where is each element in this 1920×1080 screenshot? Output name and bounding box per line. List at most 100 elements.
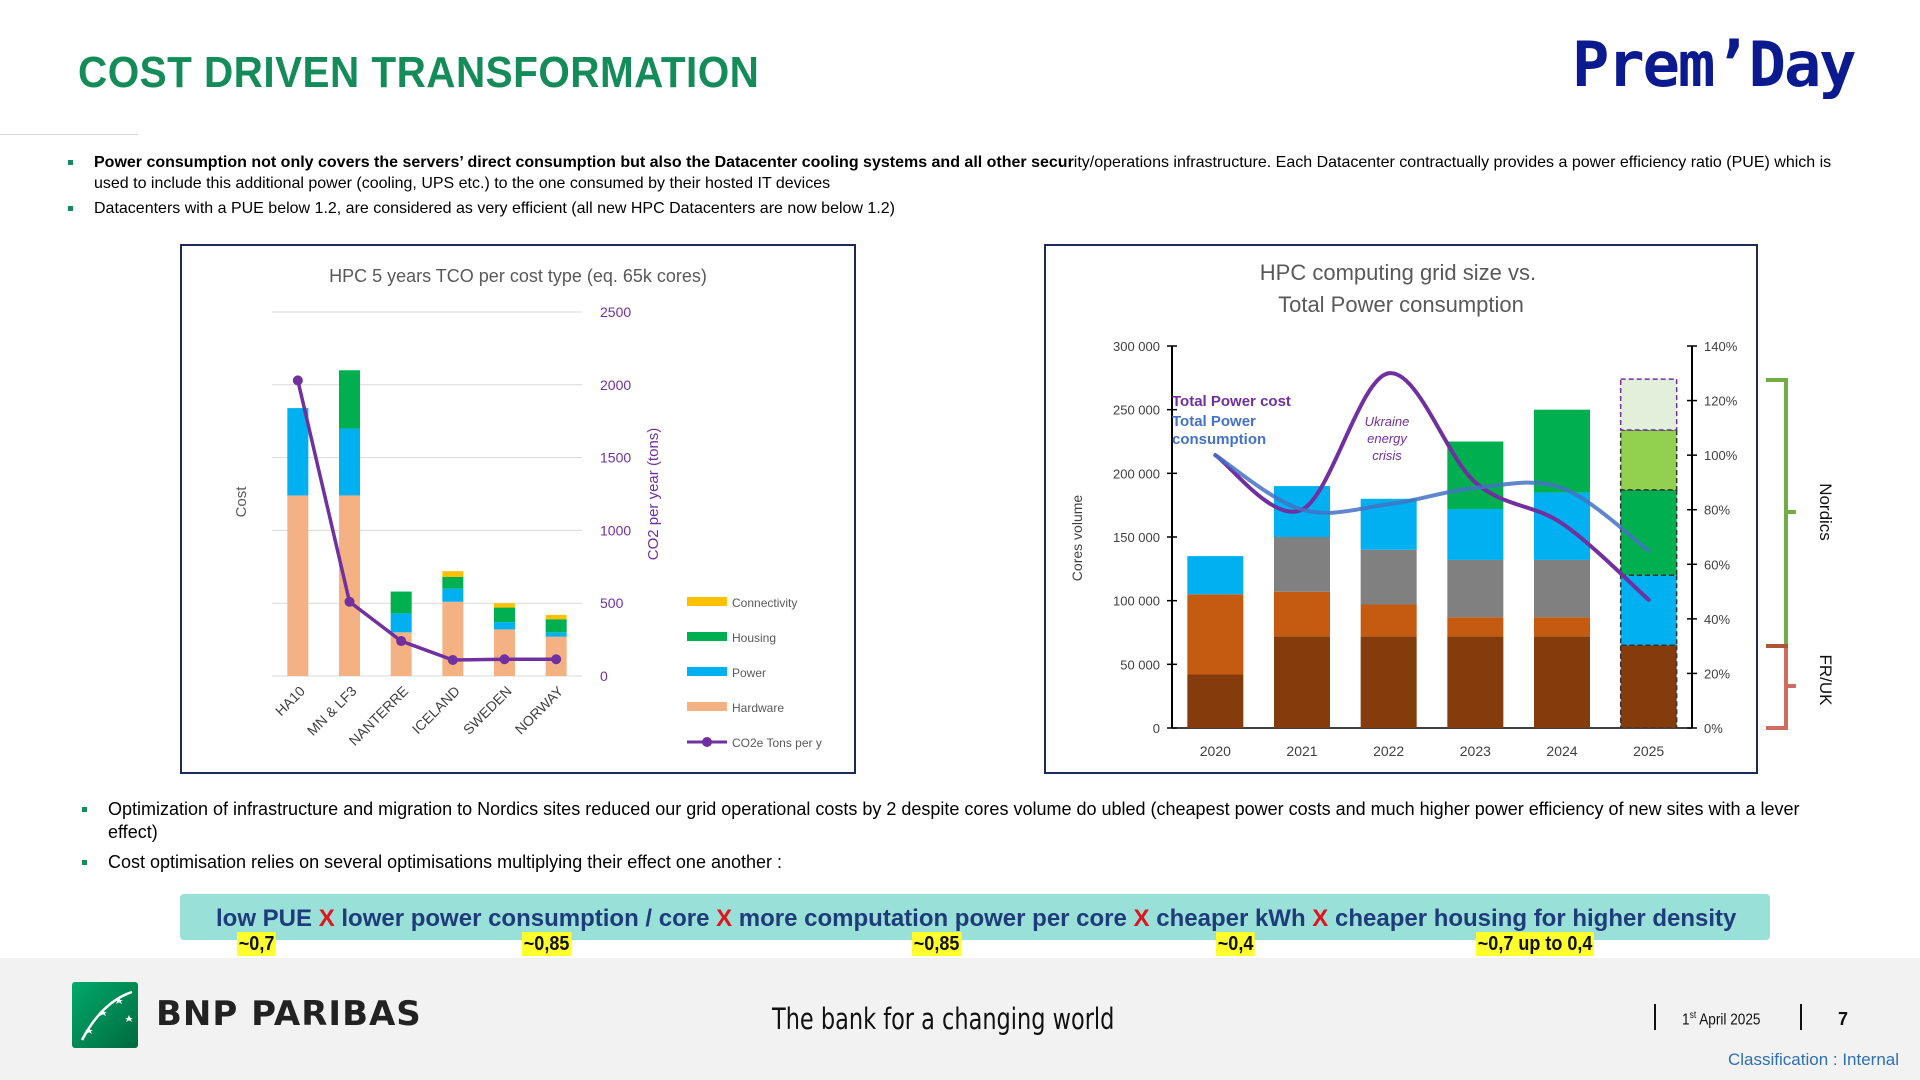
legend-swatch xyxy=(687,597,727,606)
bar-segment xyxy=(1274,591,1330,637)
power-consumption-line xyxy=(1213,453,1651,553)
y2-tick-label: 2000 xyxy=(600,377,631,393)
tagline: The bank for a changing world xyxy=(772,1002,1115,1036)
date-day: 1 xyxy=(1682,1011,1690,1029)
x-tick-label: HA10 xyxy=(272,683,308,719)
factor-badge: ~0,85 xyxy=(912,932,962,956)
y2-tick-label: 140% xyxy=(1704,339,1738,354)
tco-chart: HPC 5 years TCO per cost type (eq. 65k c… xyxy=(233,266,822,750)
co2-line xyxy=(296,380,557,662)
bar-housing xyxy=(390,591,412,614)
ukraine-crisis-annotation: energy xyxy=(1367,431,1408,446)
x-tick-label: 2020 xyxy=(1200,743,1231,759)
lower-bullet: Cost optimisation relies on several opti… xyxy=(80,851,1840,874)
bar-segment xyxy=(1619,574,1678,646)
line-label-power-cost: Total Power cost xyxy=(1172,393,1291,410)
classification-label: Classification : Internal xyxy=(1728,1050,1900,1069)
y-tick-label: 300 000 xyxy=(1113,339,1160,354)
formula-term: cheaper housing for higher density xyxy=(1334,905,1737,932)
bar-power xyxy=(287,408,309,496)
intro-bullet: Power consumption not only covers the se… xyxy=(66,152,1846,194)
y2-tick-label: 60% xyxy=(1704,557,1730,572)
y-tick-label: 250 000 xyxy=(1113,403,1160,418)
intro-bullet-bold: Power consumption not only covers the se… xyxy=(94,154,1074,171)
factor-badge: ~0,7 xyxy=(237,932,277,956)
bar-segment xyxy=(1360,604,1417,637)
bar-hardware xyxy=(494,629,515,676)
bar-segment xyxy=(1274,636,1330,728)
factor-badge: ~0,85 xyxy=(522,932,572,956)
bar-housing xyxy=(339,370,360,429)
lower-bullet: Optimization of infrastructure and migra… xyxy=(80,798,1840,844)
bnp-stars-logo-icon xyxy=(72,982,138,1048)
bar-segment xyxy=(1619,644,1678,729)
bar-segment xyxy=(1619,429,1678,491)
legend-swatch xyxy=(687,632,727,641)
formula-term: cheaper kWh xyxy=(1156,905,1306,932)
multiply-operator: X xyxy=(1133,905,1150,932)
divider xyxy=(1654,1004,1656,1030)
divider xyxy=(1800,1004,1802,1030)
x-tick-label: NORWAY xyxy=(512,682,567,737)
chart-title-line: Total Power consumption xyxy=(1278,292,1524,317)
line-label-power-consumption: consumption xyxy=(1172,431,1266,448)
formula-term: more computation power per core xyxy=(738,905,1127,932)
nordics-label: Nordics xyxy=(1816,483,1835,541)
footer: BNP PARIBAS The bank for a changing worl… xyxy=(0,958,1920,1080)
multiply-operator: X xyxy=(1312,905,1329,932)
y-tick-label: 0 xyxy=(1153,721,1160,736)
bar-segment xyxy=(1534,636,1590,728)
y2-tick-label: 0 xyxy=(600,668,608,684)
y-tick-label: 100 000 xyxy=(1113,594,1160,609)
intro-bullet-text: Datacenters with a PUE below 1.2, are co… xyxy=(94,200,895,217)
y2-tick-label: 2500 xyxy=(600,304,631,320)
y2-axis-label: CO2 per year (tons) xyxy=(645,428,662,561)
chart-title-line: HPC computing grid size vs. xyxy=(1260,260,1536,285)
bar-segment xyxy=(1274,537,1330,592)
bar-segment xyxy=(1447,617,1504,637)
bar-power xyxy=(390,613,412,633)
bar-segment xyxy=(1619,489,1678,576)
lower-bullet-list: Optimization of infrastructure and migra… xyxy=(80,798,1840,881)
bar-connectivity xyxy=(442,571,464,577)
multiply-operator: X xyxy=(716,905,733,932)
divider xyxy=(0,134,138,135)
factor-badge: ~0,4 xyxy=(1216,932,1256,956)
intro-bullet-text: ity/operations infrastructure. Each Data… xyxy=(94,154,1832,192)
chart-title: HPC computing grid size vs. Total Power … xyxy=(1260,260,1542,317)
y2-tick-label: 120% xyxy=(1704,394,1738,409)
intro-bullet-list: Power consumption not only covers the se… xyxy=(66,152,1846,223)
bar-housing xyxy=(545,619,567,633)
bar-segment xyxy=(1187,556,1244,595)
page-title: COST DRIVEN TRANSFORMATION xyxy=(78,48,760,97)
co2-point xyxy=(344,596,355,607)
y2-tick-label: 1500 xyxy=(600,450,631,466)
bar-segment xyxy=(1447,441,1504,509)
bar-connectivity xyxy=(545,614,567,620)
x-tick-label: SWEDEN xyxy=(460,683,515,738)
x-tick-label: 2023 xyxy=(1460,743,1491,759)
bar-power xyxy=(339,428,360,496)
legend-swatch xyxy=(702,737,712,747)
region-brackets: Nordics FR/UK xyxy=(1766,378,1835,730)
bar-power xyxy=(545,632,567,637)
bar-housing xyxy=(442,576,464,589)
y2-tick-label: 1000 xyxy=(600,522,631,538)
bar-segment xyxy=(1187,594,1244,675)
bar-segment xyxy=(1360,636,1417,728)
bar-segment xyxy=(1447,559,1504,618)
bar-segment xyxy=(1187,674,1244,728)
x-tick-label: 2025 xyxy=(1633,743,1664,759)
y2-tick-label: 80% xyxy=(1704,503,1730,518)
bar-connectivity xyxy=(494,603,515,608)
bar-segment xyxy=(1534,617,1590,637)
y2-tick-label: 0% xyxy=(1704,721,1723,736)
legend-label: Connectivity xyxy=(732,596,797,610)
factor-badge: ~0,7 up to 0,4 xyxy=(1476,932,1595,956)
legend-label: Housing xyxy=(732,631,776,645)
y-tick-label: 150 000 xyxy=(1113,530,1160,545)
date-month-year: April 2025 xyxy=(1696,1011,1761,1029)
y-axis-label: Cost xyxy=(233,486,250,518)
y2-tick-label: 20% xyxy=(1704,666,1730,681)
y-tick-label: 200 000 xyxy=(1113,466,1160,481)
